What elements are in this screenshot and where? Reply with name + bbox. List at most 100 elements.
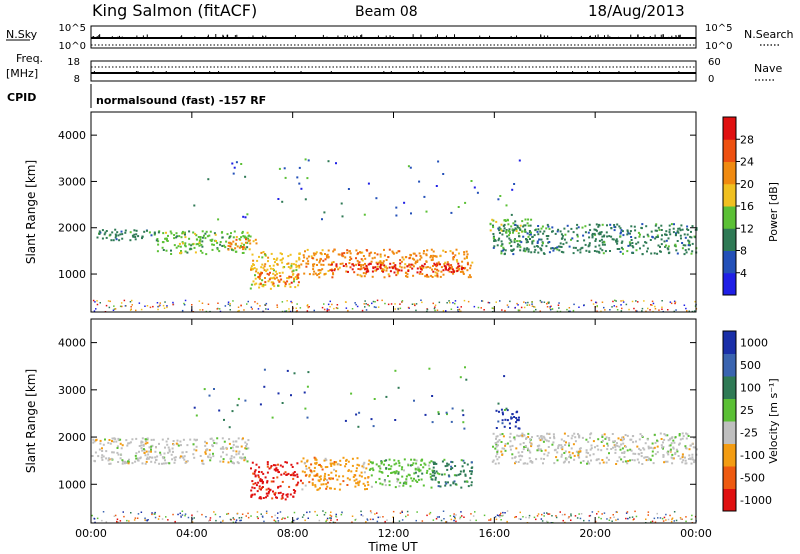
noise-cell [284, 310, 286, 313]
scatter-cell [597, 458, 600, 461]
scatter-cell [350, 470, 353, 473]
scatter-cell [201, 230, 204, 233]
noise-cell [433, 307, 436, 310]
scatter-cell [99, 442, 102, 445]
scatter-cell [271, 281, 274, 284]
noise-cell [436, 516, 439, 518]
scatter-cell [517, 419, 520, 421]
scatter-cell [557, 228, 560, 231]
scatter-cell [310, 255, 313, 258]
scatter-cell [252, 472, 255, 475]
scatter-cell [326, 466, 329, 468]
scatter-cell [347, 460, 350, 463]
noise-cell [629, 516, 631, 519]
scatter-cell [255, 463, 258, 466]
scatter-cell [260, 251, 263, 254]
scatter-cell [395, 470, 398, 473]
noise-cell [641, 307, 644, 310]
scatter-cell [165, 440, 168, 443]
scatter-cell [355, 263, 358, 266]
scatter-cell [280, 497, 283, 500]
scatter-cell [604, 250, 607, 253]
noise-cell [295, 307, 297, 309]
scatter-cell [318, 476, 321, 479]
scatter-cell [422, 266, 425, 269]
scatter-cell [578, 436, 581, 439]
scatter-cell [254, 238, 257, 241]
noise-cell [366, 518, 368, 520]
scatter-cell [521, 432, 524, 435]
scatter-cell [560, 453, 563, 456]
noise-cell [460, 511, 462, 513]
scatter-cell [249, 242, 252, 245]
scatter-cell [435, 255, 438, 258]
noise-cell [237, 310, 239, 313]
scatter-cell [443, 263, 446, 266]
scatter-cell [662, 446, 665, 448]
scatter-cell [691, 242, 694, 245]
scatter-cell [148, 446, 151, 449]
scatter-cell [619, 232, 622, 235]
scatter-cell [553, 435, 555, 438]
scatter-cell [570, 238, 572, 241]
scatter-cell [287, 262, 290, 265]
scatter-cell [458, 267, 461, 270]
scatter-cell [137, 235, 140, 238]
scatter-cell [233, 166, 236, 169]
scatter-cell [524, 228, 527, 231]
scatter-cell [209, 437, 212, 440]
scatter-cell [501, 453, 504, 456]
scatter-cell [601, 235, 604, 238]
scatter-cell [213, 232, 216, 235]
scatter-cell [170, 249, 172, 252]
scatter-cell [456, 270, 459, 272]
colorbar-segment [723, 398, 736, 422]
scatter-cell [671, 462, 674, 465]
scatter-cell [513, 438, 516, 441]
scatter-cell [564, 444, 567, 446]
noise-cell [665, 513, 667, 516]
scatter-cell [679, 234, 682, 237]
scatter-cell [511, 188, 514, 191]
scatter-cell [565, 457, 568, 460]
scatter-cell [620, 443, 623, 446]
scatter-cell [358, 480, 361, 483]
noise-cell [215, 519, 217, 522]
scatter-cell [609, 223, 612, 226]
scatter-cell [511, 457, 514, 460]
noise-cell [184, 513, 187, 515]
noise-cell [146, 305, 149, 307]
scatter-cell [247, 237, 250, 240]
scatter-cell [274, 493, 276, 496]
scatter-cell [345, 463, 348, 465]
noise-cell [229, 309, 231, 311]
noise-cell [517, 309, 520, 311]
scatter-cell [356, 482, 359, 485]
scatter-cell [260, 266, 263, 269]
scatter-cell [510, 417, 513, 420]
scatter-cell [400, 260, 403, 263]
scatter-cell [521, 451, 524, 453]
noise-cell [138, 302, 141, 304]
scatter-cell [451, 461, 454, 464]
scatter-cell [464, 366, 466, 369]
scatter-cell [297, 284, 300, 287]
scatter-cell [536, 435, 539, 437]
scatter-cell [608, 452, 610, 455]
noise-cell [260, 513, 262, 515]
noise-cell [675, 309, 677, 311]
scatter-cell [330, 477, 333, 480]
scatter-cell [476, 191, 479, 194]
noise-cell [625, 517, 627, 520]
scatter-cell [543, 453, 546, 456]
scatter-cell [323, 211, 326, 214]
scatter-cell [174, 456, 177, 459]
scatter-cell [675, 233, 677, 236]
scatter-cell [646, 250, 648, 253]
scatter-cell [370, 260, 373, 263]
scatter-cell [298, 166, 301, 169]
scatter-cell [292, 489, 295, 491]
scatter-cell [117, 439, 120, 442]
scatter-cell [161, 462, 163, 465]
scatter-cell [286, 495, 289, 498]
